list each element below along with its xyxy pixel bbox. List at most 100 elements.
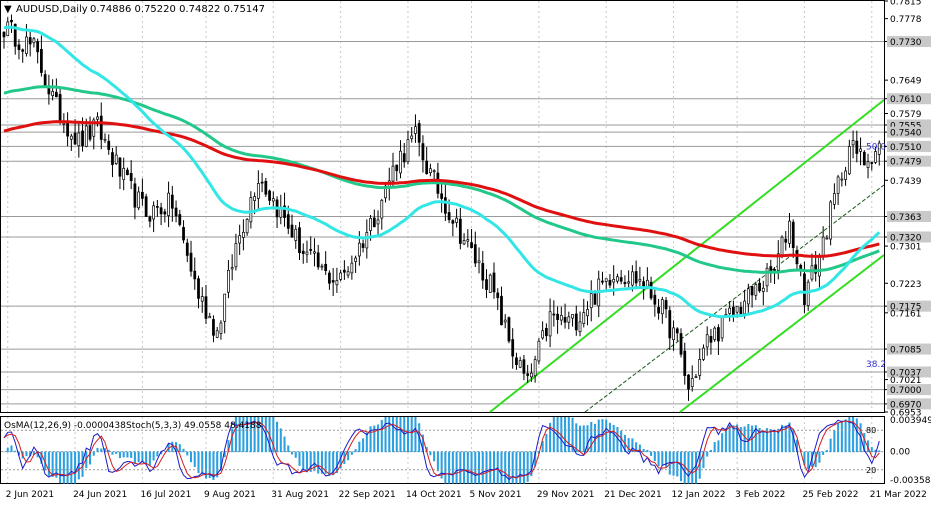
candle-body: [866, 161, 870, 168]
candle-body: [593, 292, 597, 305]
osma-bar: [575, 423, 578, 453]
candle-body: [496, 292, 500, 299]
osma-bar: [717, 440, 720, 453]
candle-body: [537, 340, 541, 362]
y-tick-label: 0.6970: [890, 400, 922, 410]
level-price-tag: [887, 126, 931, 138]
candle-body: [290, 224, 294, 238]
osma-bar: [182, 448, 185, 453]
candle-body: [204, 296, 208, 319]
osma-bar: [137, 451, 140, 463]
osma-bar: [679, 451, 683, 482]
y-tick-label: 0.7510: [890, 143, 922, 153]
candle-body: [346, 271, 350, 276]
candle-body: [47, 88, 51, 95]
osma-bar: [803, 451, 806, 466]
key-levels: [1, 41, 884, 405]
osma-bar: [399, 417, 402, 453]
candle-body: [429, 168, 432, 174]
osma-bar: [807, 451, 810, 470]
candle-body: [84, 125, 88, 147]
level-price-tag: [887, 155, 931, 167]
candle-body: [829, 201, 833, 240]
candle-body: [219, 322, 223, 334]
candle-body: [563, 317, 567, 323]
osma-bar: [466, 451, 469, 484]
candle-body: [862, 151, 866, 166]
candle-body: [574, 313, 578, 331]
main-plot-frame: [0, 0, 885, 413]
osma-bar: [171, 441, 174, 453]
candle-body: [245, 218, 249, 234]
candle-body: [137, 191, 141, 209]
candle-body: [298, 227, 301, 254]
candle-body: [159, 207, 163, 215]
level-price-tag: [887, 36, 931, 48]
osma-bar: [706, 451, 709, 457]
candle-body: [533, 359, 537, 377]
candle-body: [544, 327, 548, 337]
candle-body: [234, 243, 238, 268]
candle-body: [653, 294, 657, 305]
candle-body: [612, 278, 616, 283]
candle-body: [556, 313, 559, 320]
candle-body: [443, 197, 447, 214]
candle-body: [99, 115, 103, 140]
candle-body: [152, 205, 155, 220]
candle-body: [694, 376, 698, 379]
candle-body: [2, 31, 6, 38]
x-tick-label: 21 Dec 2021: [604, 490, 662, 500]
candle-body: [758, 282, 761, 292]
candle-body: [690, 378, 694, 388]
candle-body: [821, 236, 825, 257]
candle-body: [10, 19, 13, 23]
collapse-triangle-icon[interactable]: ▼: [4, 4, 12, 15]
candle-body: [874, 151, 877, 163]
x-tick-label: 3 Feb 2022: [735, 490, 785, 500]
level-price-tag: [887, 366, 931, 378]
candle-body: [732, 306, 735, 316]
osma-bar: [272, 417, 275, 453]
x-tick-label: 29 Nov 2021: [537, 490, 595, 500]
osma-bar: [672, 451, 675, 476]
osma-bar: [567, 417, 570, 453]
candle-body: [709, 336, 713, 343]
candle-body: [477, 260, 481, 263]
level-price-tag: [887, 140, 931, 152]
y-tick-label: 0.7161: [890, 309, 922, 319]
osma-bar: [657, 451, 660, 467]
osma-bar: [713, 442, 716, 453]
osma-bar: [642, 448, 645, 453]
osma-bar: [638, 444, 641, 453]
osma-bar: [298, 451, 301, 466]
osma-bar: [81, 451, 84, 477]
osma-bar: [743, 426, 746, 453]
osma-bar: [395, 417, 398, 453]
candle-body: [249, 197, 253, 223]
osma-bar: [335, 451, 338, 474]
osma-bar: [156, 451, 159, 457]
osma-bar: [552, 417, 555, 453]
candle-body: [122, 167, 126, 180]
osma-bar: [867, 440, 870, 453]
candle-body: [103, 138, 107, 141]
osma-bar: [429, 451, 432, 456]
level-price-tag: [887, 93, 931, 105]
y-tick-label: 0.7085: [890, 346, 922, 356]
level-price-tag: [887, 398, 931, 410]
candle-body: [193, 270, 197, 280]
osma-bar: [534, 451, 537, 467]
candle-body: [664, 300, 668, 310]
osma-bar: [852, 417, 855, 453]
osma-bar: [414, 417, 417, 453]
osma-bar: [246, 417, 249, 453]
ema-fast-line: [3, 25, 881, 319]
level-price-tag: [887, 384, 931, 396]
osma-bar: [519, 451, 522, 484]
osma-bar: [780, 424, 784, 453]
osma-bar: [92, 451, 95, 456]
osma-bar: [377, 424, 380, 453]
osma-bar: [216, 451, 219, 478]
candle-body: [43, 74, 47, 87]
